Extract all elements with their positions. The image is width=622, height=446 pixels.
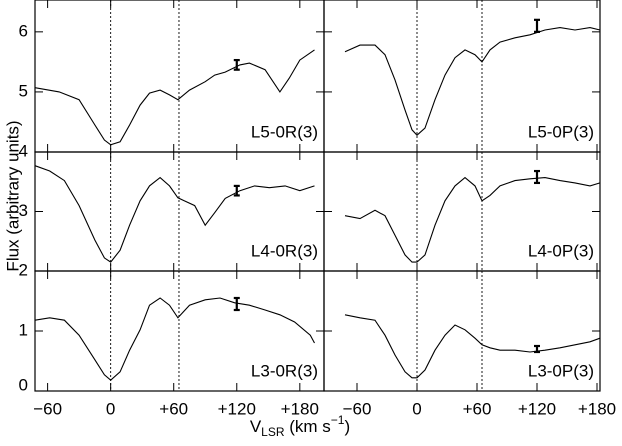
x-tick-label: +60 xyxy=(463,399,492,418)
spectrum-line xyxy=(344,314,601,379)
panel-label: L5-0R(3) xyxy=(251,122,318,141)
x-tick-label: +180 xyxy=(281,399,319,418)
y-tick-label: 6 xyxy=(19,21,28,40)
y-tick-label: 0 xyxy=(19,375,28,394)
x-tick-label: 0 xyxy=(106,399,115,418)
x-tick-label: −60 xyxy=(343,399,372,418)
y-tick-label: 2 xyxy=(19,260,28,279)
spectrum-line xyxy=(34,49,315,146)
x-label-sub: LSR xyxy=(261,425,285,439)
x-tick-label: +120 xyxy=(518,399,556,418)
y-tick-label: 1 xyxy=(19,320,28,339)
y-axis-label: Flux (arbitrary units) xyxy=(3,120,22,271)
spectrum-line xyxy=(344,176,601,263)
x-tick-label: +120 xyxy=(218,399,256,418)
x-label-end: ) xyxy=(344,417,350,436)
y-tick-label: 5 xyxy=(19,81,28,100)
panel-label: L3-0R(3) xyxy=(251,361,318,380)
x-tick-label: +60 xyxy=(159,399,188,418)
spectrum-line xyxy=(34,297,315,381)
spectrum-line xyxy=(344,27,601,136)
x-axis-label: VLSR (km s−1) xyxy=(250,413,350,439)
y-tick-label: 4 xyxy=(19,141,28,160)
x-label-mid: (km s xyxy=(285,417,331,436)
x-label-sup: −1 xyxy=(331,413,345,427)
panel-label: L4-0R(3) xyxy=(251,241,318,260)
spectrum-line xyxy=(34,165,315,263)
panel-label: L4-0P(3) xyxy=(528,241,594,260)
x-label-main: V xyxy=(250,417,262,436)
x-tick-label: +180 xyxy=(578,399,616,418)
panel-label: L5-0P(3) xyxy=(528,122,594,141)
panel-label: L3-0P(3) xyxy=(528,361,594,380)
x-tick-label: 0 xyxy=(412,399,421,418)
x-tick-label: −60 xyxy=(33,399,62,418)
y-tick-label: 3 xyxy=(19,201,28,220)
